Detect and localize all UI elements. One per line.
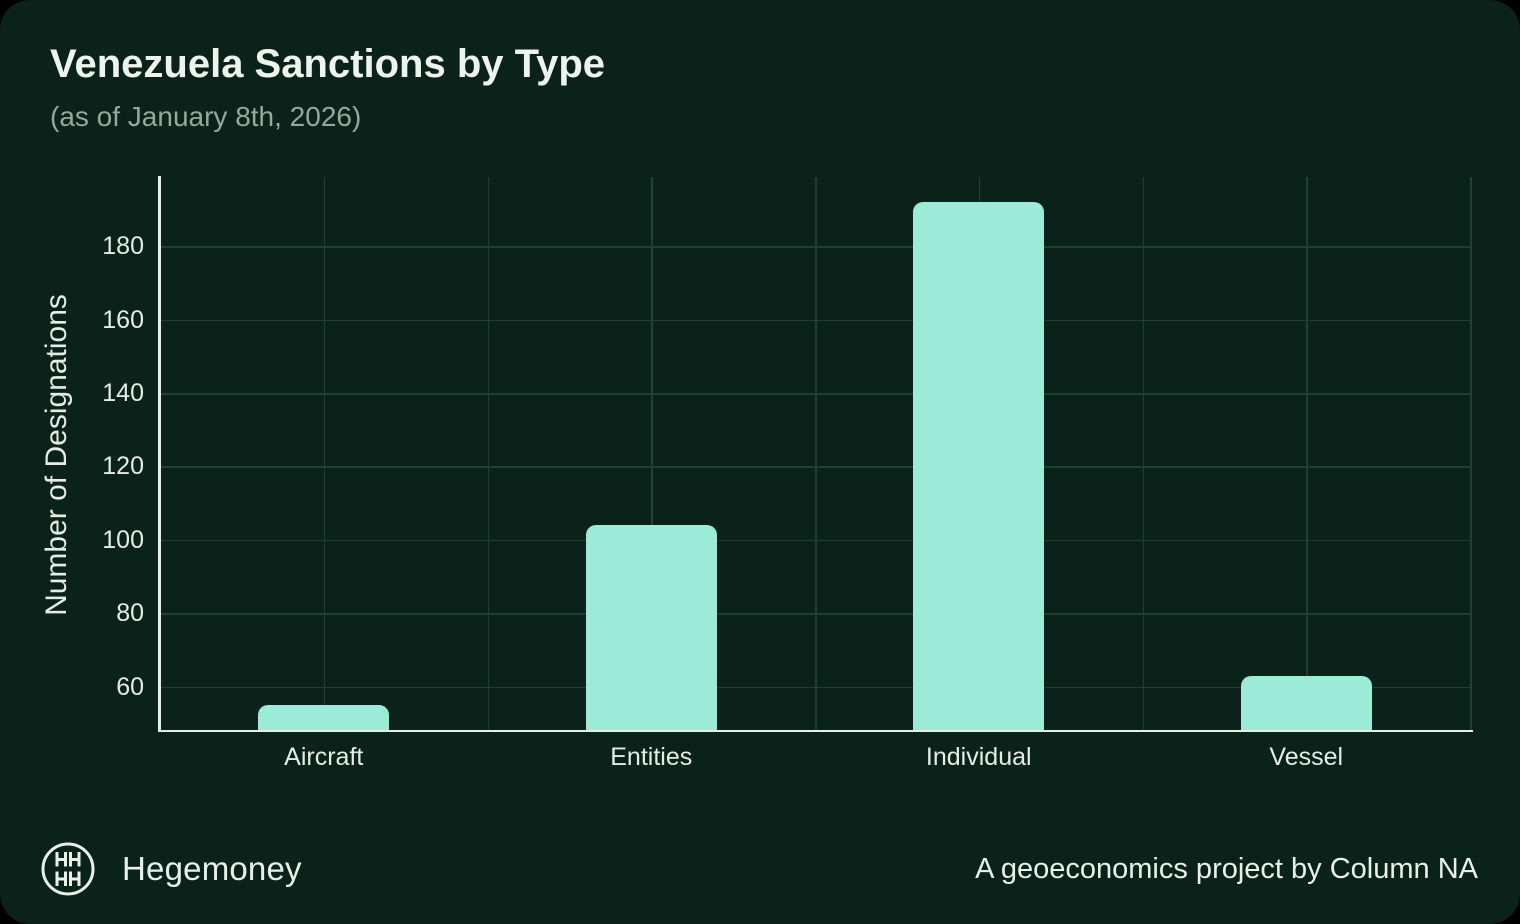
- bar-entities: [585, 525, 717, 730]
- bar-vessel: [1240, 675, 1372, 730]
- v-gridline: [1470, 177, 1472, 730]
- y-tick-label: 160: [102, 305, 144, 334]
- bar-aircraft: [258, 704, 390, 730]
- v-gridline: [1306, 177, 1308, 730]
- y-tick-label: 140: [102, 379, 144, 407]
- y-tick-label: 120: [102, 452, 144, 481]
- x-tick-label: Vessel: [1269, 743, 1344, 771]
- v-gridline: [323, 177, 326, 730]
- brand-name: Hegemoney: [122, 850, 302, 887]
- footer-brand-group: Hegemoney: [40, 840, 302, 898]
- y-tick-label: 180: [102, 232, 144, 261]
- v-gridline: [1142, 177, 1144, 730]
- page-title: Venezuela Sanctions by Type: [50, 42, 605, 86]
- y-tick-label: 80: [116, 599, 144, 628]
- x-tick-label: Individual: [925, 743, 1032, 771]
- y-tick-label: 100: [102, 525, 144, 554]
- v-gridline: [815, 177, 817, 730]
- bar-individual: [913, 202, 1045, 730]
- x-tick-label: Entities: [610, 743, 693, 771]
- y-tick-label: 60: [116, 672, 144, 701]
- x-axis-line: [158, 729, 1473, 732]
- page-subtitle: (as of January 8th, 2026): [50, 101, 362, 132]
- v-gridline: [487, 177, 489, 730]
- hegemoney-logo-icon: [40, 841, 96, 897]
- credit-text: A geoeconomics project by Column NA: [975, 853, 1478, 885]
- x-tick-label: Aircraft: [284, 743, 364, 771]
- y-axis-line: [158, 176, 161, 732]
- v-gridline: [651, 177, 653, 730]
- plot-area: [160, 177, 1472, 730]
